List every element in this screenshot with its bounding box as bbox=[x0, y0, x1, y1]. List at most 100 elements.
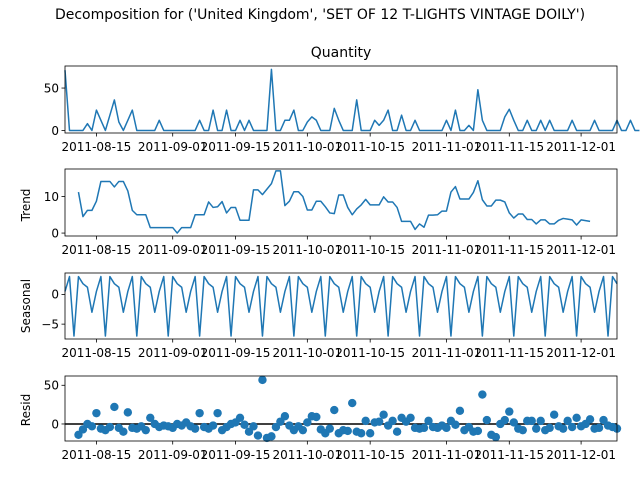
residual-point-4 bbox=[92, 408, 101, 418]
residual-point-64 bbox=[361, 416, 370, 426]
residual-x-tick-label: 2011-12-01 bbox=[546, 448, 616, 462]
observed-marks bbox=[64, 68, 640, 132]
residual-point-108 bbox=[558, 424, 568, 433]
residual-point-96 bbox=[505, 407, 514, 416]
residual-x-tick-label: 2011-10-15 bbox=[335, 448, 405, 462]
residual-point-30 bbox=[208, 421, 218, 430]
seasonal-x-tick-label: 2011-10-15 bbox=[335, 346, 405, 360]
trend-x-tick-label: 2011-08-15 bbox=[62, 243, 132, 257]
residual-point-89 bbox=[473, 426, 483, 436]
residual-point-103 bbox=[536, 416, 545, 426]
residual-point-7 bbox=[105, 422, 115, 432]
residual-x-tick-label: 2011-09-15 bbox=[201, 448, 271, 462]
figure-title: Decomposition for ('United Kingdom', 'SE… bbox=[55, 7, 585, 23]
residual-point-78 bbox=[424, 416, 433, 426]
observed-y-tick-label: 0 bbox=[51, 124, 59, 138]
residual-point-46 bbox=[280, 412, 290, 421]
residual-x-tick-label: 2011-11-15 bbox=[474, 448, 544, 462]
residual-x-tick-label: 2011-10-01 bbox=[272, 448, 342, 462]
residual-point-27 bbox=[195, 408, 204, 418]
residual-point-93 bbox=[491, 432, 501, 442]
residual-x-tick-label: 2011-09-01 bbox=[138, 448, 208, 462]
observed-axes-frame bbox=[64, 65, 618, 134]
seasonal-series-line bbox=[64, 275, 618, 337]
residual-point-39 bbox=[249, 422, 258, 431]
residual-point-97 bbox=[509, 418, 518, 427]
residual-point-114 bbox=[585, 415, 595, 424]
residual-point-3 bbox=[87, 422, 97, 431]
residual-point-95 bbox=[500, 415, 509, 425]
residual-point-84 bbox=[451, 420, 460, 429]
trend-x-tick-label: 2011-11-01 bbox=[412, 243, 482, 257]
trend-y-tick-label: 0 bbox=[51, 226, 59, 240]
seasonal-x-tick-label: 2011-12-01 bbox=[546, 346, 616, 360]
seasonal-x-tick-label: 2011-09-01 bbox=[138, 346, 208, 360]
residual-point-63 bbox=[357, 429, 366, 438]
trend-x-tick-label: 2011-11-15 bbox=[474, 243, 544, 257]
trend-axes-frame bbox=[64, 168, 618, 237]
residual-point-15 bbox=[141, 425, 150, 435]
residual-point-60 bbox=[343, 426, 352, 436]
residual-point-31 bbox=[213, 408, 222, 418]
residual-point-57 bbox=[330, 405, 339, 415]
seasonal-x-tick-label: 2011-08-15 bbox=[62, 346, 132, 360]
residual-point-105 bbox=[545, 423, 554, 433]
residual-point-77 bbox=[419, 423, 429, 433]
trend-x-tick-label: 2011-09-01 bbox=[138, 243, 208, 257]
observed-x-tick-label: 2011-10-01 bbox=[272, 140, 342, 154]
residual-axis-label: Resid bbox=[19, 394, 33, 426]
trend-axis-label: Trend bbox=[19, 189, 33, 223]
residual-point-85 bbox=[455, 406, 465, 416]
trend-x-tick-label: 2011-09-15 bbox=[201, 243, 271, 257]
residual-x-tick-label: 2011-11-01 bbox=[412, 448, 482, 462]
residual-point-11 bbox=[123, 408, 133, 417]
residual-point-109 bbox=[563, 416, 572, 426]
residual-point-101 bbox=[527, 416, 536, 426]
observed-x-tick-label: 2011-10-15 bbox=[335, 140, 405, 154]
residual-point-53 bbox=[312, 412, 321, 422]
seasonal-x-tick-label: 2011-11-15 bbox=[474, 346, 544, 360]
residual-point-26 bbox=[190, 424, 200, 433]
trend-y-tick-label: 10 bbox=[44, 190, 59, 204]
trend-y-ticks: 0 10 bbox=[44, 190, 65, 240]
observed-x-tick-label: 2011-09-15 bbox=[201, 140, 271, 154]
residual-point-74 bbox=[406, 413, 415, 422]
seasonal-x-tick-label: 2011-10-01 bbox=[272, 346, 342, 360]
residual-point-43 bbox=[267, 432, 276, 441]
residual-point-56 bbox=[325, 424, 334, 433]
seasonal-y-ticks: −5 0 bbox=[41, 288, 65, 331]
residual-y-tick-label: 0 bbox=[51, 417, 59, 431]
residual-point-90 bbox=[478, 390, 487, 399]
residual-x-tick-label: 2011-08-15 bbox=[62, 448, 132, 462]
observed-x-tick-label: 2011-08-15 bbox=[62, 140, 132, 154]
residual-point-111 bbox=[572, 413, 581, 422]
residual-point-106 bbox=[549, 410, 559, 419]
trend-series-line bbox=[77, 170, 591, 234]
residual-panel: Resid 0 50 2011-08-15 2011-09-012011-09-15… bbox=[19, 375, 622, 462]
residual-axes-frame bbox=[64, 375, 618, 442]
residual-point-99 bbox=[518, 425, 527, 435]
seasonal-axes-frame bbox=[64, 272, 618, 340]
observed-x-tick-label: 2011-09-01 bbox=[138, 140, 208, 154]
trend-panel: Trend 0 10 2011-08-15 2011-09-012011-09-15… bbox=[19, 168, 618, 257]
observed-x-tick-label: 2011-12-01 bbox=[546, 140, 616, 154]
residual-y-tick-label: 50 bbox=[44, 379, 59, 393]
residual-point-41 bbox=[258, 375, 267, 385]
trend-x-tick-label: 2011-12-01 bbox=[546, 243, 616, 257]
residual-point-51 bbox=[303, 418, 312, 427]
seasonal-marks bbox=[64, 275, 618, 337]
seasonal-axis-label: Seasonal bbox=[19, 279, 33, 333]
observed-panel: Quantity 0 50 2011-08-15 2011-09-012011-09… bbox=[44, 45, 640, 154]
residual-point-36 bbox=[235, 413, 245, 422]
residual-point-116 bbox=[594, 423, 604, 433]
seasonal-x-tick-label: 2011-11-01 bbox=[412, 346, 482, 360]
residual-point-70 bbox=[388, 416, 397, 426]
residual-point-82 bbox=[442, 423, 451, 433]
observed-y-tick-label: 50 bbox=[44, 81, 59, 95]
residual-point-65 bbox=[365, 429, 375, 438]
residual-point-50 bbox=[298, 425, 308, 435]
seasonal-x-tick-label: 2011-09-15 bbox=[201, 346, 271, 360]
